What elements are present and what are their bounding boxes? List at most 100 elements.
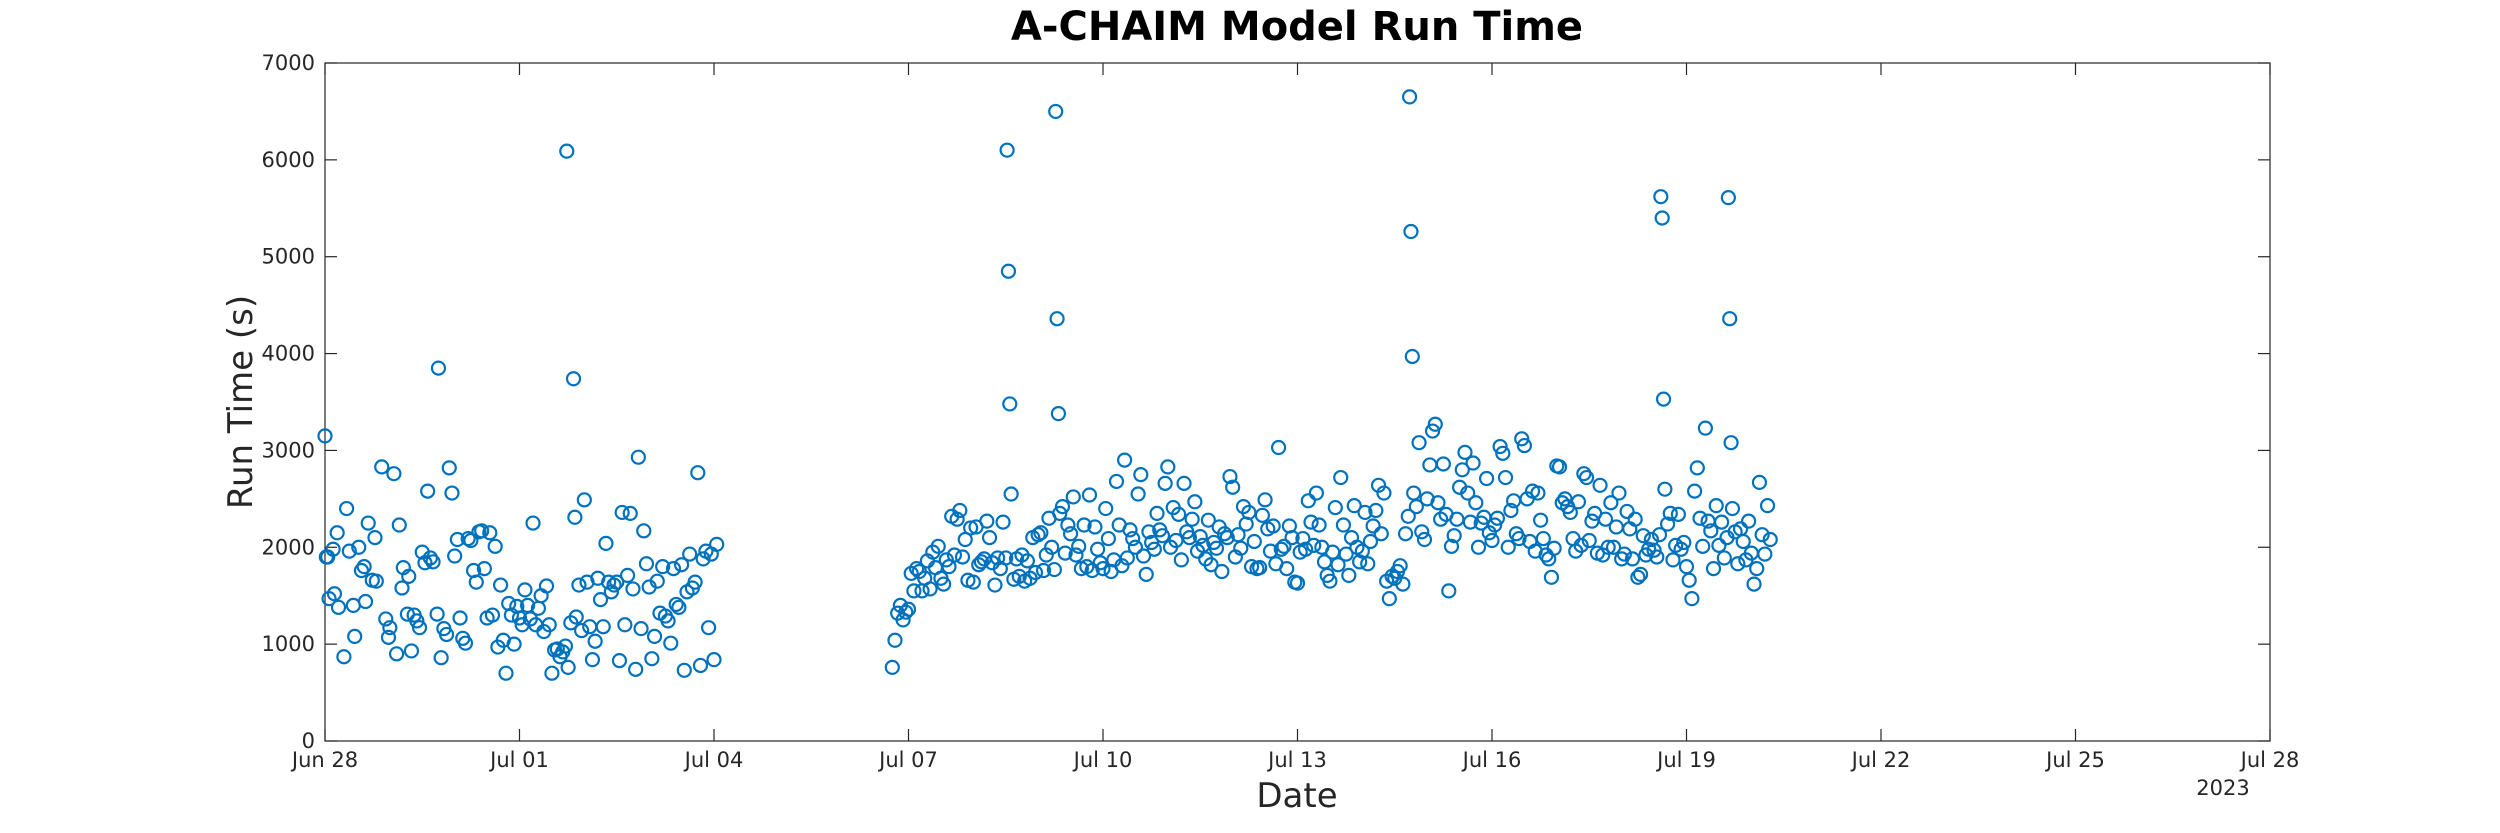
data-point — [690, 465, 706, 481]
data-point — [1214, 563, 1230, 580]
data-point — [1697, 420, 1714, 436]
data-point — [1616, 546, 1632, 562]
data-point — [1402, 89, 1418, 105]
data-point — [1352, 554, 1368, 570]
data-point — [1497, 469, 1514, 486]
data-point — [1184, 511, 1200, 527]
data-point — [1646, 542, 1662, 558]
data-point — [368, 573, 384, 589]
data-point — [360, 515, 376, 531]
data-point — [460, 530, 476, 547]
data-point — [1516, 437, 1533, 454]
data-point — [1655, 391, 1672, 407]
data-point — [1298, 541, 1314, 557]
data-point — [617, 617, 633, 633]
data-point — [644, 651, 660, 667]
data-point — [1754, 527, 1770, 543]
data-point — [1678, 559, 1695, 575]
data-point — [1489, 510, 1506, 526]
data-point — [1117, 452, 1133, 468]
data-point — [1149, 505, 1165, 521]
data-point — [1446, 528, 1462, 544]
data-point — [438, 626, 455, 643]
data-point — [1060, 517, 1076, 533]
x-tick-label: Jul 25 — [2044, 748, 2105, 772]
data-point — [492, 577, 509, 593]
data-point — [1030, 527, 1046, 543]
data-point — [357, 593, 374, 610]
data-point — [1495, 445, 1511, 461]
data-point — [457, 635, 474, 651]
data-point — [587, 633, 603, 649]
data-point — [1262, 543, 1279, 559]
data-point — [1500, 539, 1516, 555]
data-point — [1723, 435, 1739, 451]
data-point — [598, 535, 614, 552]
data-point — [671, 599, 687, 615]
data-point — [1246, 533, 1262, 550]
data-point — [668, 596, 684, 613]
data-point — [1002, 396, 1018, 412]
data-point — [425, 554, 441, 570]
data-point — [482, 525, 498, 541]
y-axis-label: Run Time (s) — [221, 295, 261, 509]
data-point — [345, 597, 361, 614]
data-point — [582, 619, 598, 635]
data-point — [1095, 560, 1111, 577]
x-axis-label: Date — [1256, 776, 1337, 816]
data-point — [1333, 469, 1349, 486]
data-point — [380, 629, 397, 645]
data-point — [1653, 189, 1669, 205]
data-point — [559, 143, 575, 159]
data-point — [1322, 573, 1338, 589]
data-point — [487, 538, 503, 554]
data-point — [1050, 406, 1067, 422]
data-point — [954, 549, 971, 565]
data-point — [1673, 541, 1689, 557]
data-point — [1684, 591, 1700, 607]
data-point — [430, 360, 447, 376]
data-point — [1208, 540, 1225, 556]
data-point — [1365, 518, 1381, 534]
data-point — [1708, 498, 1724, 514]
data-point — [611, 653, 628, 669]
data-point — [447, 548, 463, 564]
data-point — [1068, 547, 1084, 563]
data-point — [1133, 467, 1149, 483]
data-point — [1449, 511, 1465, 527]
data-point — [403, 643, 420, 659]
data-point — [1270, 439, 1287, 456]
data-point — [1127, 539, 1144, 555]
data-point — [1503, 502, 1519, 519]
data-point — [1200, 512, 1216, 528]
data-points — [317, 89, 1778, 681]
data-point — [1443, 538, 1460, 554]
data-point — [1171, 506, 1187, 522]
x-tick-label: Jul 13 — [1266, 748, 1327, 772]
data-point — [1695, 538, 1711, 554]
data-point — [1530, 485, 1546, 501]
data-point — [979, 513, 995, 529]
data-point — [1065, 489, 1081, 505]
data-point — [1632, 566, 1649, 583]
data-point — [1330, 557, 1346, 573]
data-point — [1397, 526, 1414, 542]
data-point — [1457, 444, 1473, 460]
data-point — [1279, 560, 1295, 577]
data-point — [1306, 537, 1322, 553]
data-point — [1157, 475, 1173, 491]
data-point — [1233, 540, 1249, 556]
data-point — [1584, 513, 1600, 529]
data-point — [429, 606, 445, 622]
data-point — [1108, 473, 1125, 490]
data-point — [1730, 556, 1746, 572]
y-tick-label: 6000 — [262, 148, 315, 172]
data-point — [898, 604, 914, 620]
data-point — [1392, 558, 1408, 574]
y-tick-label: 0 — [302, 729, 315, 753]
data-point — [1181, 529, 1198, 546]
data-point — [1722, 311, 1738, 327]
data-point — [1265, 518, 1281, 534]
data-point — [356, 559, 372, 575]
data-point — [329, 525, 345, 541]
